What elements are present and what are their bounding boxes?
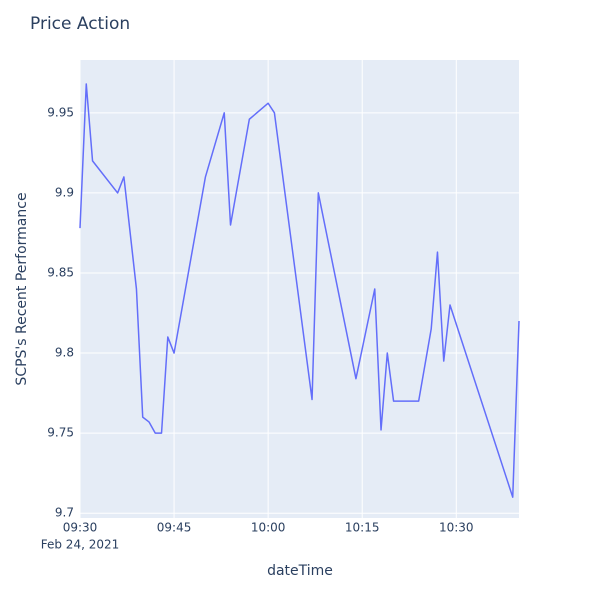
y-tick-label: 9.75 [47,426,74,440]
x-tick-label: 09:30 [63,521,98,535]
x-tick-label: 10:15 [345,521,380,535]
x-axis-title: dateTime [267,563,333,579]
x-tick-label: 10:00 [251,521,286,535]
y-tick-label: 9.8 [55,346,74,360]
plot-background [80,60,519,518]
y-tick-label: 9.9 [55,185,74,199]
chart-title: Price Action [30,14,130,34]
y-tick-label: 9.7 [55,506,74,520]
y-tick-label: 9.95 [47,105,74,119]
x-tick-label: 09:45 [157,521,192,535]
x-date-label: Feb 24, 2021 [41,538,120,552]
y-axis-title: SCPS's Recent Performance [14,192,30,385]
line [79,83,520,498]
y-tick-label: 9.85 [47,265,74,279]
x-tick-label: 10:30 [439,521,474,535]
